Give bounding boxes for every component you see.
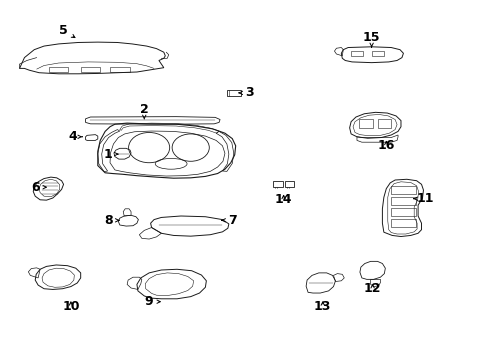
Bar [359,119,372,128]
Bar [110,67,129,72]
Bar [350,51,363,56]
Bar [284,181,294,187]
Text: 7: 7 [222,214,236,227]
Bar [377,119,390,128]
Text: 14: 14 [274,193,292,206]
Bar [227,90,241,96]
Text: 8: 8 [104,214,119,227]
Bar [49,67,68,72]
Text: 3: 3 [239,86,253,99]
Text: 6: 6 [31,181,46,194]
Text: 2: 2 [140,103,148,119]
Bar [390,197,415,205]
Text: 12: 12 [363,282,381,295]
Text: 13: 13 [313,300,331,313]
Text: 11: 11 [413,192,433,205]
Bar [371,51,383,56]
Bar [390,208,415,216]
Text: 16: 16 [377,139,394,152]
Bar [81,67,100,72]
Text: 5: 5 [59,24,75,37]
Text: 4: 4 [68,130,82,143]
Text: 10: 10 [62,300,80,313]
Text: 9: 9 [144,295,160,308]
Bar [272,181,282,187]
Bar [390,186,415,194]
Text: 15: 15 [362,31,380,47]
Bar [390,219,415,227]
Text: 1: 1 [103,148,118,161]
